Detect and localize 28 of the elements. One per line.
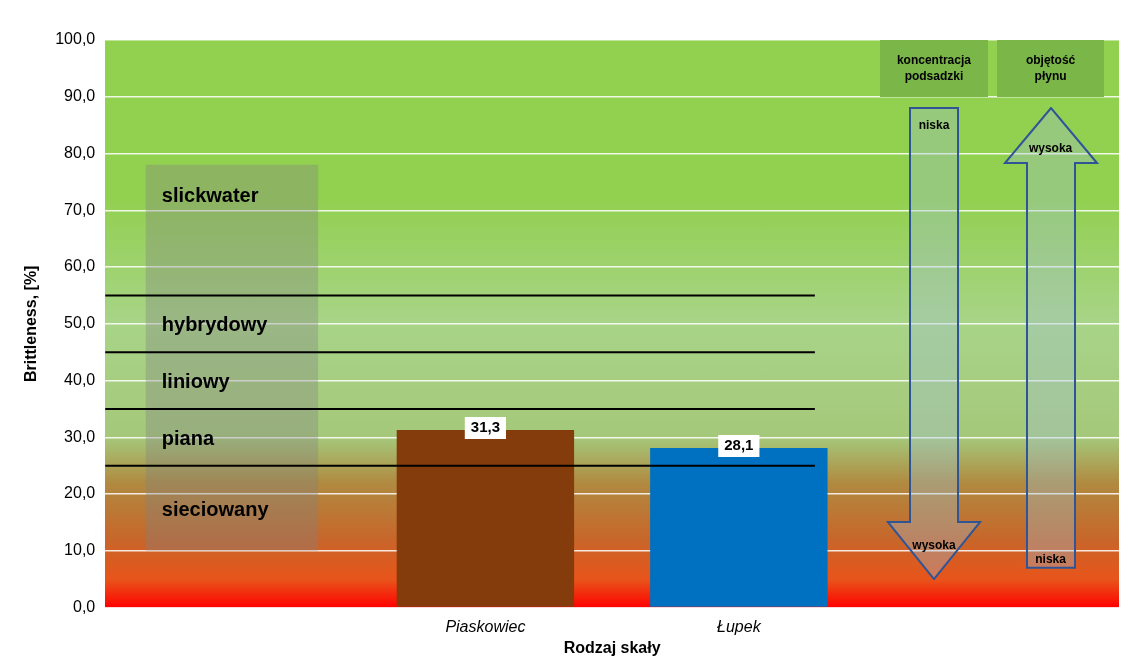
annotation: wysoka (1028, 140, 1073, 155)
x-tick-label: Piaskowiec (445, 617, 526, 635)
y-tick-label: 30,0 (64, 427, 96, 445)
data-label: 28,1 (724, 436, 754, 454)
band-label: hybrydowy (161, 313, 269, 336)
band-label: piana (161, 426, 215, 449)
y-tick-label: 20,0 (64, 484, 96, 502)
annotation: niska (918, 118, 950, 133)
band-label: sieciowany (161, 497, 270, 520)
x-axis-title: Rodzaj skały (563, 638, 661, 656)
data-label: 31,3 (470, 418, 500, 436)
annotation: objętość płynu (1024, 52, 1077, 85)
y-tick-label: 50,0 (64, 314, 96, 332)
y-tick-label: 10,0 (64, 541, 96, 559)
y-tick-label: 90,0 (64, 87, 96, 105)
y-tick-label: 0,0 (72, 598, 96, 616)
annotation: wysoka (912, 538, 956, 553)
y-tick-label: 100,0 (55, 30, 96, 48)
annotation: niska (1035, 552, 1066, 567)
annotation: koncentracja podsadzki (895, 52, 972, 85)
y-tick-label: 60,0 (64, 257, 96, 275)
y-tick-label: 40,0 (64, 370, 96, 388)
band-label: liniowy (161, 370, 231, 393)
band-label: slickwater (161, 184, 259, 207)
x-tick-label: Łupek (717, 617, 762, 635)
y-tick-label: 70,0 (64, 200, 96, 218)
y-tick-label: 80,0 (64, 143, 96, 161)
y-axis-title: Brittleness, [%] (22, 265, 40, 383)
